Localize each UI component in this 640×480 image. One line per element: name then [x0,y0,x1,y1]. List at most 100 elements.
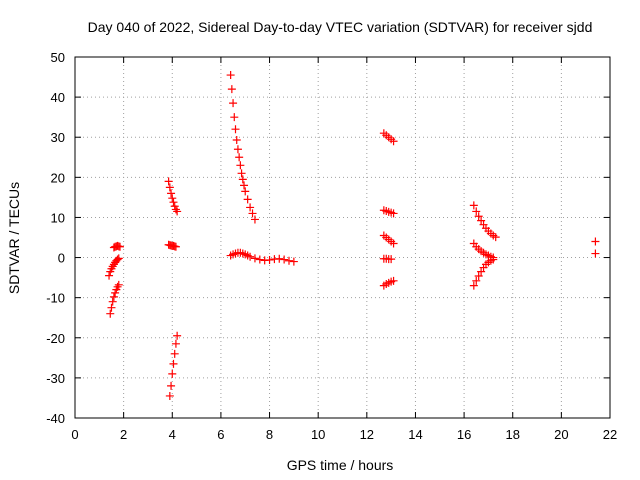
data-point [389,239,398,248]
data-point [237,169,246,178]
series-arc-7 [591,237,600,258]
x-tick-label: 4 [169,427,176,442]
data-point [231,125,240,134]
data-point [238,175,247,184]
data-point [164,177,173,186]
data-point [285,256,293,265]
data-point [114,280,123,289]
x-tick-label: 20 [554,427,568,442]
data-point [248,209,257,218]
data-point [243,195,252,204]
x-tick-label: 16 [457,427,471,442]
data-point [114,254,123,263]
data-point [168,369,177,378]
data-point [489,255,498,264]
data-point [240,181,249,190]
data-point [387,255,396,264]
data-point [169,359,178,368]
data-point [108,262,117,271]
data-point [289,257,298,266]
data-point [107,303,116,312]
data-point [171,205,180,214]
data-point [250,215,259,224]
data-point [233,145,242,154]
data-point [226,71,235,80]
data-point [173,207,182,216]
data-point [171,242,180,251]
x-tick-label: 2 [120,427,127,442]
series-arc-1b [105,254,123,280]
y-tick-label: -10 [46,291,65,306]
data-point [169,198,178,207]
series-arc-3 [226,71,259,224]
series-arc-1c [109,241,124,252]
chart-title: Day 040 of 2022, Sidereal Day-to-day VTE… [88,19,593,35]
axis-ticks: 0 2 4 6 8 10 12 14 16 18 20 22 -40 -30 -20 -10 0 10 20 30 40… [46,50,617,442]
data-point [477,216,486,225]
data-point [115,242,124,251]
x-tick-label: 12 [360,427,374,442]
data-point [165,183,174,192]
data-point [389,137,398,146]
data-point [227,85,236,94]
data-point [113,255,122,264]
data-point [389,276,398,285]
data-point [230,113,239,122]
data-point [229,99,238,108]
series-arc-6a [469,201,500,242]
y-tick-label: -30 [46,371,65,386]
y-tick-label: 40 [51,90,65,105]
data-point [246,252,255,261]
series-arc-2b [164,240,180,251]
grid [75,57,610,418]
data-point [591,249,600,258]
series-arc-5e [379,276,398,290]
data-point [275,254,284,263]
data-point [472,207,481,216]
series-arc-2c [165,331,182,400]
y-tick-label: -20 [46,331,65,346]
x-tick-label: 22 [603,427,617,442]
x-axis-label: GPS time / hours [287,457,394,473]
data-point [472,276,481,285]
y-tick-label: 20 [51,170,65,185]
data-point [591,237,600,246]
y-axis-label: SDTVAR / TECUs [6,182,22,294]
x-tick-label: 10 [311,427,325,442]
data-point [477,267,486,276]
plot-frame [74,56,611,419]
y-tick-label: 30 [51,130,65,145]
x-tick-label: 14 [408,427,422,442]
y-tick-label: -40 [46,411,65,426]
series-arc-5c [379,231,398,248]
data-point [106,309,115,318]
data-point [171,339,180,348]
data-point [241,187,250,196]
data-point [232,136,241,145]
series-arc-5b [379,206,398,218]
data-point [474,212,483,221]
data-point [235,153,244,162]
data-point [246,203,255,212]
y-tick-label: 0 [58,251,65,266]
x-tick-label: 6 [217,427,224,442]
y-tick-label: 50 [51,50,65,65]
data-point [469,281,478,290]
data-point [165,391,174,400]
data-point [109,292,118,301]
y-tick-label: 10 [51,210,65,225]
data-point [389,209,398,218]
data-point [170,349,179,358]
series-arc-5d [379,254,396,264]
data-point [265,255,274,264]
series-arc-4 [226,248,298,266]
data-point [474,272,483,281]
x-tick-label: 18 [505,427,519,442]
series-arc-6c [469,255,498,290]
data-point [167,189,176,198]
data-point [113,282,122,291]
x-tick-label: 8 [266,427,273,442]
x-tick-label: 0 [71,427,78,442]
data-point [250,254,259,263]
